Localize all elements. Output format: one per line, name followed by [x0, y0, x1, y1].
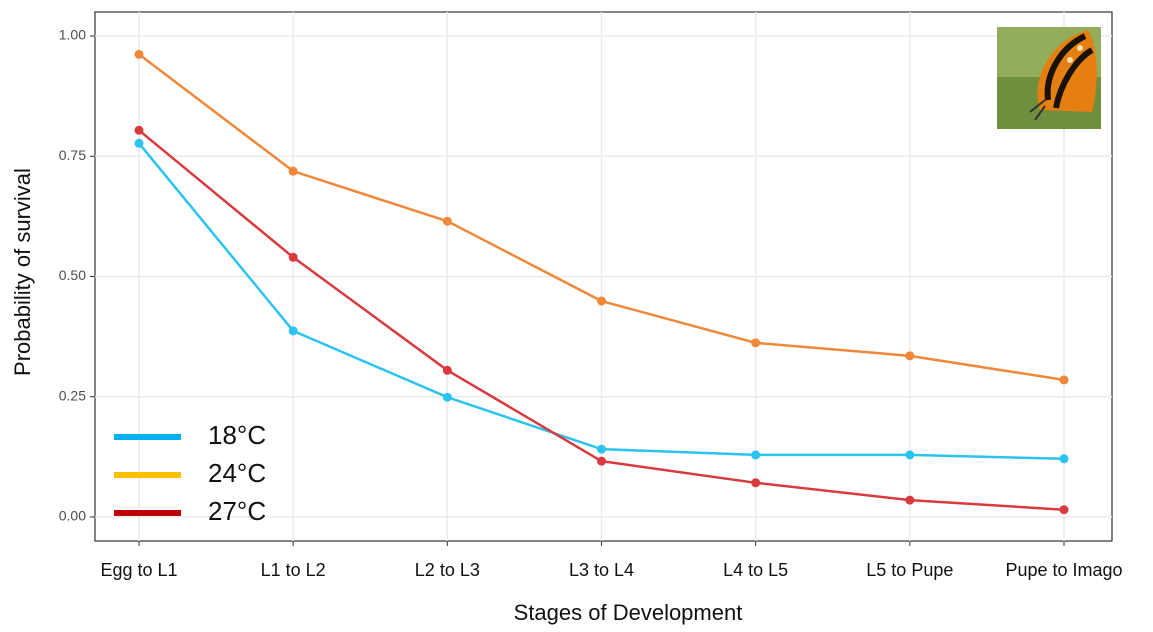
data-point — [442, 216, 452, 226]
data-point — [288, 252, 298, 262]
data-point — [288, 326, 298, 336]
x-tick-label: L4 to L5 — [723, 560, 788, 580]
data-point — [134, 49, 144, 59]
x-tick-label: Pupe to Imago — [1005, 560, 1122, 580]
data-point — [905, 450, 915, 460]
x-tick-label: L3 to L4 — [569, 560, 634, 580]
y-tick-label: 0.50 — [59, 267, 86, 283]
data-point — [134, 125, 144, 135]
data-point — [134, 138, 144, 148]
data-point — [1059, 454, 1069, 464]
data-point — [597, 456, 606, 466]
data-point — [1059, 505, 1069, 515]
data-point — [751, 478, 761, 488]
y-tick-label: 0.75 — [59, 147, 86, 163]
x-axis-title: Stages of Development — [514, 600, 743, 625]
data-point — [905, 351, 915, 361]
y-axis-title: Probability of survival — [10, 168, 35, 376]
marks — [134, 49, 1069, 515]
y-tick-label: 0.25 — [59, 387, 86, 403]
legend-label: 27°C — [208, 496, 266, 526]
grid — [95, 12, 1112, 541]
data-point — [905, 495, 915, 505]
data-point — [288, 166, 298, 176]
data-point — [442, 392, 452, 402]
data-point — [751, 450, 761, 460]
x-tick-label: L2 to L3 — [415, 560, 480, 580]
data-point — [751, 338, 761, 348]
y-tick-label: 0.00 — [59, 508, 86, 524]
x-tick-label: L1 to L2 — [261, 560, 326, 580]
data-point — [597, 444, 606, 454]
data-point — [442, 365, 452, 375]
butterfly-photo — [997, 27, 1101, 129]
x-tick-label: Egg to L1 — [100, 560, 177, 580]
data-point — [1059, 375, 1069, 385]
legend-label: 24°C — [208, 458, 266, 488]
legend-label: 18°C — [208, 420, 266, 450]
x-tick-label: L5 to Pupe — [866, 560, 953, 580]
data-point — [597, 296, 606, 306]
y-tick-label: 1.00 — [59, 27, 86, 43]
